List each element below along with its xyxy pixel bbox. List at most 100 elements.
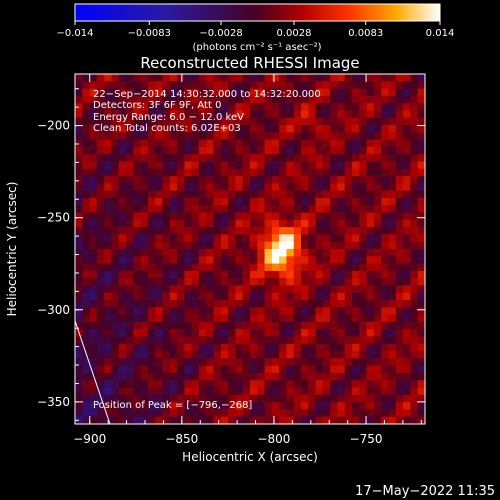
heatmap-cell — [264, 212, 273, 221]
heatmap-cell — [147, 365, 156, 374]
heatmap-cell — [395, 270, 404, 279]
heatmap-cell — [359, 125, 368, 133]
heatmap-cell — [235, 307, 244, 316]
heatmap-cell — [191, 351, 200, 359]
heatmap-cell — [417, 219, 426, 228]
heatmap-cell — [301, 176, 309, 184]
heatmap-cell — [147, 190, 156, 199]
heatmap-cell — [96, 197, 105, 206]
heatmap-cell — [271, 241, 280, 250]
heatmap-cell — [111, 256, 120, 264]
heatmap-cell — [184, 285, 193, 294]
heatmap-cell — [330, 402, 338, 410]
heatmap-cell — [89, 139, 98, 148]
heatmap-cell — [264, 263, 273, 272]
heatmap-cell — [352, 212, 360, 221]
heatmap-cell — [126, 358, 134, 367]
heatmap-cell — [191, 234, 200, 243]
info-time-range: 22−Sep−2014 14:30:32.000 to 14:32:20.000 — [93, 89, 321, 100]
heatmap-cell — [220, 168, 229, 177]
heatmap-cell — [191, 168, 200, 177]
heatmap-cell — [162, 343, 171, 352]
heatmap-cell — [250, 176, 258, 184]
heatmap-cell — [155, 234, 163, 243]
heatmap-cell — [126, 278, 134, 286]
heatmap-cell — [279, 205, 287, 213]
heatmap-cell — [344, 336, 353, 345]
heatmap-cell — [410, 358, 419, 367]
heatmap-cell — [126, 190, 134, 199]
heatmap-cell — [366, 103, 375, 111]
heatmap-cell — [410, 292, 419, 301]
heatmap-cell — [118, 358, 127, 367]
heatmap-cell — [403, 358, 411, 367]
heatmap-cell — [344, 321, 353, 330]
heatmap-cell — [213, 329, 222, 337]
heatmap-cell — [184, 336, 193, 345]
heatmap-cell — [257, 241, 265, 250]
heatmap-cell — [177, 132, 185, 141]
heatmap-cell — [235, 132, 244, 141]
heatmap-cell — [104, 343, 112, 352]
heatmap-cell — [315, 74, 324, 82]
heatmap-cell — [352, 270, 360, 279]
heatmap-cell — [126, 387, 134, 396]
heatmap-cell — [293, 95, 302, 104]
heatmap-cell — [344, 241, 353, 250]
heatmap-cell — [184, 168, 193, 177]
heatmap-cell — [293, 278, 302, 286]
heatmap-cell — [337, 321, 346, 330]
heatmap-cell — [322, 321, 331, 330]
heatmap-cell — [366, 249, 375, 257]
heatmap-cell — [82, 329, 90, 337]
heatmap-cell — [286, 263, 295, 272]
heatmap-cell — [257, 365, 265, 374]
heatmap-cell — [250, 351, 258, 359]
heatmap-cell — [118, 394, 127, 403]
heatmap-cell — [344, 270, 353, 279]
heatmap-cell — [155, 416, 163, 425]
heatmap-cell — [308, 117, 317, 126]
heatmap-cell — [213, 132, 222, 141]
heatmap-cell — [89, 314, 98, 323]
heatmap-cell — [322, 81, 331, 89]
heatmap-cell — [257, 387, 265, 396]
heatmap-cell — [220, 241, 229, 250]
heatmap-cell — [177, 402, 185, 410]
heatmap-cell — [257, 380, 265, 388]
heatmap-cell — [162, 387, 171, 396]
heatmap-cell — [403, 125, 411, 133]
heatmap-cell — [155, 154, 163, 162]
heatmap-cell — [75, 110, 83, 119]
heatmap-cell — [89, 132, 98, 141]
heatmap-cell — [403, 380, 411, 388]
heatmap-cell — [381, 300, 389, 308]
heatmap-cell — [155, 132, 163, 141]
heatmap-cell — [140, 285, 149, 294]
heatmap-cell — [330, 329, 338, 337]
heatmap-cell — [75, 307, 83, 316]
heatmap-cell — [417, 103, 426, 111]
heatmap-cell — [279, 270, 287, 279]
heatmap-cell — [96, 241, 105, 250]
heatmap-cell — [373, 146, 382, 155]
heatmap-cell — [366, 234, 375, 243]
heatmap-cell — [337, 263, 346, 272]
heatmap-cell — [381, 336, 389, 345]
heatmap-cell — [373, 154, 382, 162]
heatmap-cell — [279, 95, 287, 104]
heatmap-cell — [352, 278, 360, 286]
heatmap-cell — [381, 292, 389, 301]
heatmap-cell — [410, 321, 419, 330]
heatmap-cell — [133, 314, 142, 323]
heatmap-cell — [330, 285, 338, 294]
heatmap-cell — [198, 263, 207, 272]
heatmap-cell — [82, 219, 90, 228]
heatmap-cell — [118, 409, 127, 418]
heatmap-cell — [308, 103, 317, 111]
heatmap-cell — [177, 227, 185, 235]
heatmap-cell — [162, 409, 171, 418]
heatmap-cell — [206, 146, 214, 155]
heatmap-cell — [301, 270, 309, 279]
heatmap-cell — [235, 409, 244, 418]
